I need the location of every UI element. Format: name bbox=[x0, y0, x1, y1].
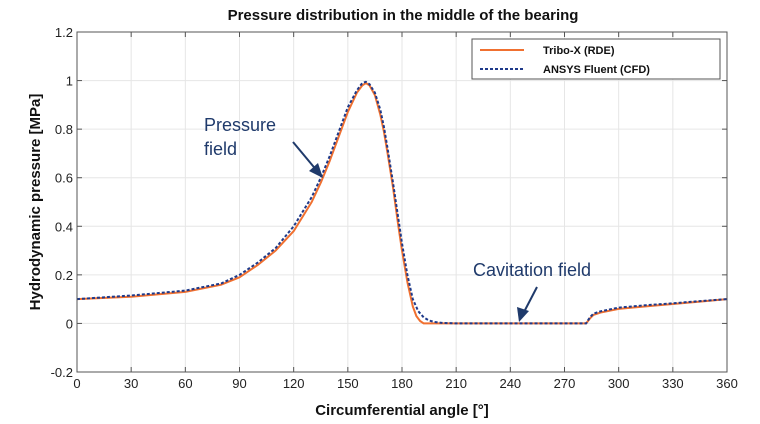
chart-title: Pressure distribution in the middle of t… bbox=[228, 7, 579, 24]
annotation-pressure-field: Pressure field bbox=[204, 115, 323, 178]
x-tick-labels: 0 30 60 90 120 150 180 210 240 270 300 330 360 bbox=[73, 376, 737, 391]
series-lines bbox=[76, 80, 728, 325]
x-tick-label: 300 bbox=[608, 376, 630, 391]
x-tick-label: 210 bbox=[445, 376, 467, 391]
x-tick-label: 0 bbox=[73, 376, 80, 391]
annotation-pressure-line-2: field bbox=[204, 139, 237, 159]
x-tick-label: 180 bbox=[391, 376, 413, 391]
legend: Tribo-X (RDE) ANSYS Fluent (CFD) bbox=[471, 38, 721, 80]
y-tick-label: 0.2 bbox=[55, 268, 73, 283]
annotation-pressure-line-1: Pressure bbox=[204, 115, 276, 135]
y-tick-label: 0.4 bbox=[55, 219, 73, 234]
legend-label-tribo-x: Tribo-X (RDE) bbox=[543, 45, 615, 57]
y-tick-label: 0 bbox=[66, 316, 73, 331]
grid-lines bbox=[77, 32, 727, 372]
legend-label-ansys-fluent: ANSYS Fluent (CFD) bbox=[543, 64, 650, 76]
x-tick-label: 120 bbox=[283, 376, 305, 391]
x-tick-label: 360 bbox=[716, 376, 738, 391]
x-tick-label: 240 bbox=[499, 376, 521, 391]
annotation-cavitation-label: Cavitation field bbox=[473, 260, 591, 280]
y-tick-label: 0.6 bbox=[55, 171, 73, 186]
x-tick-label: 150 bbox=[337, 376, 359, 391]
x-axis-label: Circumferential angle [°] bbox=[315, 402, 489, 419]
plot-frame bbox=[76, 31, 728, 373]
legend-box bbox=[471, 38, 721, 80]
x-tick-label: 270 bbox=[554, 376, 576, 391]
y-axis-label: Hydrodynamic pressure [MPa] bbox=[27, 94, 44, 311]
y-tick-label: -0.2 bbox=[51, 365, 73, 380]
y-tick-label: 1 bbox=[66, 74, 73, 89]
annotation-cavitation-arrow-shaft bbox=[523, 286, 538, 313]
y-tick-label: 1.2 bbox=[55, 25, 73, 40]
y-tick-labels: -0.2 0 0.2 0.4 0.6 0.8 1 1.2 bbox=[51, 25, 73, 380]
x-tick-label: 60 bbox=[178, 376, 192, 391]
y-tick-label: 0.8 bbox=[55, 122, 73, 137]
x-tick-label: 90 bbox=[232, 376, 246, 391]
annotation-cavitation-field: Cavitation field bbox=[473, 260, 591, 322]
x-tick-label: 330 bbox=[662, 376, 684, 391]
arrow-down-right-icon bbox=[309, 163, 323, 178]
arrow-down-left-icon bbox=[517, 307, 529, 322]
x-tick-label: 30 bbox=[124, 376, 138, 391]
